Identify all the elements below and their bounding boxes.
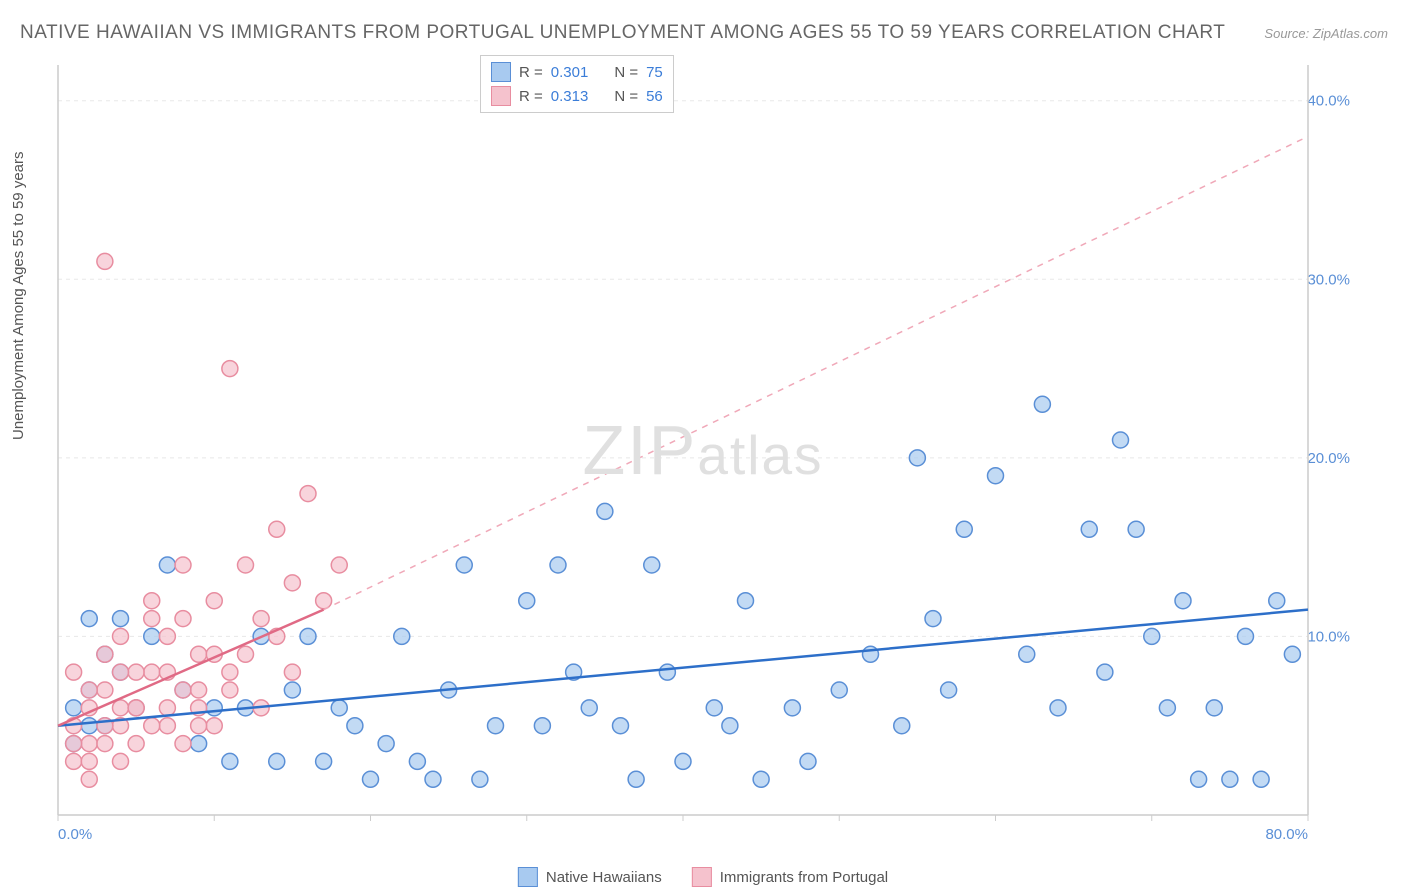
- n-value: 75: [646, 64, 663, 81]
- stats-row: R = 0.313 N = 56: [491, 84, 663, 108]
- legend-label: Native Hawaiians: [546, 869, 662, 886]
- legend-item: Native Hawaiians: [518, 867, 662, 887]
- stats-row: R = 0.301 N = 75: [491, 60, 663, 84]
- source-label: Source:: [1264, 26, 1309, 41]
- swatch-icon: [491, 86, 511, 106]
- y-axis-title: Unemployment Among Ages 55 to 59 years: [10, 151, 27, 440]
- stats-legend: R = 0.301 N = 75 R = 0.313 N = 56: [480, 55, 674, 113]
- svg-text:20.0%: 20.0%: [1307, 450, 1350, 467]
- legend-item: Immigrants from Portugal: [692, 867, 888, 887]
- r-label: R =: [519, 64, 543, 81]
- source-value: ZipAtlas.com: [1313, 26, 1388, 41]
- chart-area: 10.0%20.0%30.0%40.0%0.0%80.0% ZIPatlas: [48, 55, 1358, 845]
- legend-label: Immigrants from Portugal: [720, 869, 888, 886]
- source-attribution: Source: ZipAtlas.com: [1264, 26, 1388, 41]
- r-value: 0.301: [551, 64, 589, 81]
- swatch-icon: [491, 62, 511, 82]
- swatch-icon: [518, 867, 538, 887]
- svg-text:30.0%: 30.0%: [1307, 271, 1350, 288]
- n-value: 56: [646, 88, 663, 105]
- chart-title: NATIVE HAWAIIAN VS IMMIGRANTS FROM PORTU…: [20, 22, 1225, 44]
- n-label: N =: [614, 88, 638, 105]
- r-label: R =: [519, 88, 543, 105]
- svg-text:40.0%: 40.0%: [1307, 93, 1350, 110]
- n-label: N =: [614, 64, 638, 81]
- swatch-icon: [692, 867, 712, 887]
- scatter-chart-svg: 10.0% 20.0% 30.0% 40.0% 0.0% 80.0%: [48, 55, 1358, 845]
- svg-text:80.0%: 80.0%: [1265, 826, 1308, 843]
- svg-text:10.0%: 10.0%: [1307, 628, 1350, 645]
- series-legend: Native Hawaiians Immigrants from Portuga…: [518, 867, 888, 887]
- svg-text:0.0%: 0.0%: [58, 826, 92, 843]
- r-value: 0.313: [551, 88, 589, 105]
